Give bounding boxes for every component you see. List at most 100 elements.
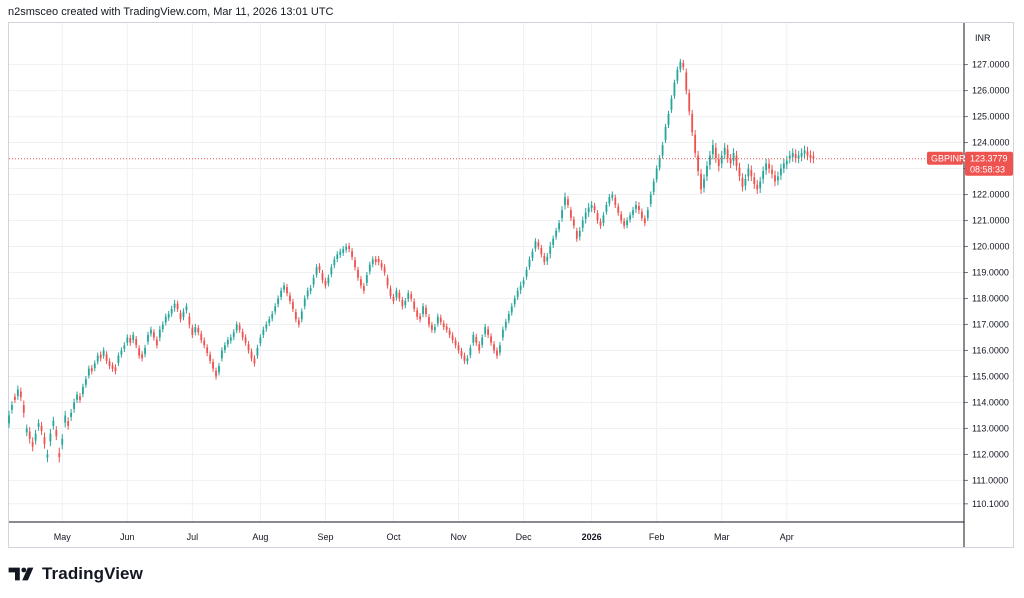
candle xyxy=(286,283,288,297)
candle-body xyxy=(759,181,762,189)
candle-body xyxy=(552,238,555,245)
candle-body xyxy=(531,251,534,258)
candle xyxy=(197,324,200,336)
candle-body xyxy=(161,324,164,330)
candle xyxy=(493,341,495,354)
candle xyxy=(765,158,768,175)
candle xyxy=(13,393,16,403)
candle xyxy=(241,328,244,341)
candle xyxy=(691,110,694,137)
candlestick-chart[interactable]: 110.1000 111.0000 112.0000 113.0000 114.0000… xyxy=(0,0,1024,560)
candle-body xyxy=(389,288,392,296)
candle xyxy=(747,163,750,182)
candle-body xyxy=(155,339,158,346)
candle-body xyxy=(170,308,173,314)
candle-body xyxy=(419,316,422,320)
candle xyxy=(561,206,563,222)
candle xyxy=(762,166,765,184)
candle-body xyxy=(383,267,386,273)
x-tick-label: Jul xyxy=(187,532,199,542)
candle-body xyxy=(401,300,404,307)
candle xyxy=(158,325,161,342)
candle-body xyxy=(688,93,691,112)
price-axis[interactable]: 110.1000 111.0000 112.0000 113.0000 114.0000… xyxy=(963,23,1010,547)
candle-body xyxy=(697,155,700,172)
candle xyxy=(102,347,105,359)
candle-body xyxy=(16,389,19,396)
y-tick-label: 127.0000 xyxy=(972,60,1010,70)
candle xyxy=(226,336,229,348)
candle xyxy=(611,191,614,201)
candle xyxy=(280,287,283,301)
candle-body xyxy=(442,323,445,328)
candle xyxy=(714,143,717,163)
candle-body xyxy=(475,336,478,343)
candle xyxy=(11,401,13,414)
candle xyxy=(638,202,640,215)
candle xyxy=(70,408,73,421)
candle xyxy=(351,248,353,261)
candle xyxy=(129,334,132,346)
candle xyxy=(185,303,188,314)
candle-body xyxy=(457,345,460,351)
candle xyxy=(652,178,655,196)
candle-body xyxy=(191,327,194,335)
candle-body xyxy=(238,325,241,330)
tradingview-brand[interactable]: TradingView xyxy=(8,563,143,585)
candle xyxy=(472,331,475,346)
candle xyxy=(203,337,206,349)
candle xyxy=(643,215,646,227)
candle-body xyxy=(729,158,732,164)
candle xyxy=(676,66,679,84)
candle-body xyxy=(336,254,339,259)
candle-body xyxy=(430,324,433,330)
candle xyxy=(333,256,336,269)
candle-body xyxy=(472,334,475,343)
candle xyxy=(445,323,448,333)
candle-body xyxy=(774,175,776,182)
price-tag-price: 123.3779 xyxy=(970,154,1008,164)
candle-body xyxy=(179,313,182,320)
candle xyxy=(800,148,803,162)
candle-body xyxy=(268,319,271,323)
candle xyxy=(123,342,126,353)
candle-body xyxy=(670,98,673,110)
candle-body xyxy=(540,248,543,255)
y-tick-label: 120.0000 xyxy=(972,242,1010,252)
candle xyxy=(212,358,214,372)
candle-body xyxy=(291,302,294,309)
candle xyxy=(117,352,120,367)
x-tick-label: Jun xyxy=(120,532,135,542)
candle-body xyxy=(546,256,549,262)
candle xyxy=(274,303,277,315)
candle xyxy=(152,329,155,341)
candle-body xyxy=(277,298,280,305)
candle-body xyxy=(259,337,262,344)
candle xyxy=(785,156,788,170)
candle-body xyxy=(422,306,424,315)
candle-body xyxy=(167,314,170,318)
candle xyxy=(599,218,602,229)
candle-body xyxy=(312,277,315,285)
candle-body xyxy=(700,173,702,190)
candle xyxy=(315,264,318,278)
candle xyxy=(167,310,170,321)
candle-body xyxy=(706,165,708,177)
candle-body xyxy=(723,147,726,155)
candle xyxy=(306,287,309,300)
candle-body xyxy=(303,298,306,307)
candle-body xyxy=(487,329,490,335)
candle xyxy=(73,398,75,413)
candle xyxy=(413,298,416,313)
candle-body xyxy=(321,273,324,281)
x-tick-label: Dec xyxy=(516,532,533,542)
candle xyxy=(398,289,401,302)
candle-body xyxy=(741,177,744,187)
candle-body xyxy=(25,428,28,433)
candle xyxy=(303,295,306,310)
candle-body xyxy=(777,176,779,181)
candle-body xyxy=(782,163,785,169)
time-axis[interactable]: May Jun Jul Aug Sep Oct Nov Dec 2026 Feb Mar Apr xyxy=(9,521,964,542)
candle-body xyxy=(549,246,552,254)
candle xyxy=(774,170,776,187)
